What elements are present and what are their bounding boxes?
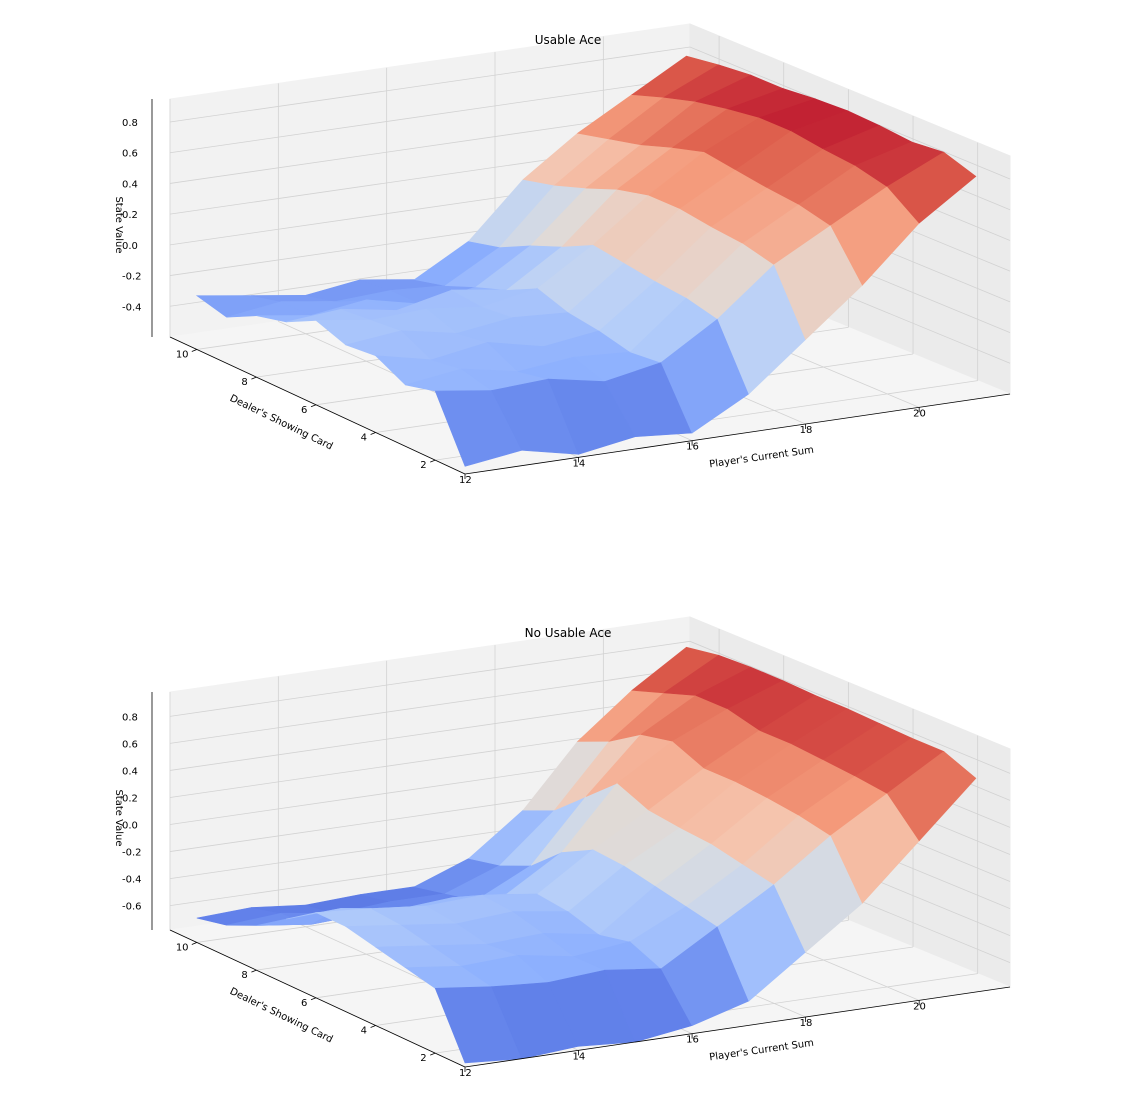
z-tick-label: 0.4 [122, 179, 138, 190]
z-tick-label: -0.2 [122, 272, 142, 283]
y-axis-line [169, 336, 466, 475]
y-tick [310, 997, 317, 1001]
y-tick [310, 404, 317, 408]
z-tick-label: -0.2 [122, 848, 142, 859]
y-tick [251, 969, 257, 973]
surface-patch [886, 151, 977, 224]
y-tick-label: 6 [301, 998, 307, 1009]
z-tick-label: 0.4 [122, 766, 138, 777]
y-tick [430, 1052, 436, 1056]
z-tick-label: 0.6 [122, 739, 138, 750]
chart-title: No Usable Ace [525, 626, 612, 640]
z-tick-label: 0.2 [122, 210, 138, 221]
x-tick-label: 14 [573, 1051, 586, 1062]
x-tick-label: 12 [459, 1068, 472, 1079]
x-tick-label: 16 [686, 442, 699, 453]
y-tick-label: 2 [420, 460, 426, 471]
y-tick-label: 10 [176, 942, 189, 953]
y-tick-label: 4 [361, 1025, 367, 1036]
surface [195, 55, 977, 467]
z-tick-label: -0.6 [122, 902, 142, 913]
y-tick [251, 376, 257, 380]
y-tick-label: 2 [420, 1053, 426, 1064]
z-tick-label: -0.4 [122, 875, 142, 886]
x-tick-label: 18 [800, 1018, 813, 1029]
y-axis-line [169, 929, 466, 1068]
y-tick [370, 432, 376, 435]
z-tick-label: 0.8 [122, 118, 138, 129]
x-tick-label: 20 [913, 1001, 926, 1012]
y-tick-label: 4 [361, 432, 367, 443]
x-tick-label: 18 [800, 425, 813, 436]
z-tick-label: 0.2 [122, 793, 138, 804]
z-tick-label: 0.0 [122, 821, 138, 832]
chart-no-usable-ace: 12 14 16 18 20 2 4 6 8 10 -0.6 -0.4 -0.2 0.0 0.2 0.4 0.6… [113, 616, 1012, 1079]
z-tick-label: -0.4 [122, 302, 142, 313]
y-tick [430, 459, 436, 463]
z-tick-label: 0.0 [122, 241, 138, 252]
surface-patch [886, 751, 977, 842]
x-axis-label: Player's Current Sum [709, 445, 815, 471]
x-axis-label: Player's Current Sum [709, 1038, 815, 1064]
x-tick-label: 14 [573, 458, 586, 469]
chart-title: Usable Ace [535, 33, 602, 47]
x-tick-label: 20 [913, 408, 926, 419]
y-tick-label: 6 [301, 405, 307, 416]
z-axis-label: State Value [113, 196, 124, 253]
y-tick-label: 8 [241, 970, 247, 981]
z-axis-label: State Value [113, 789, 124, 846]
y-tick [191, 942, 197, 945]
y-tick-label: 8 [241, 377, 247, 388]
z-gridline [169, 640, 1011, 774]
z-tick-label: 0.6 [122, 149, 138, 160]
y-tick-label: 10 [176, 349, 189, 360]
surface [196, 646, 977, 1064]
chart-usable-ace: 12 14 16 18 20 2 4 6 8 10 -0.4 -0.2 0.0 0.2 0.4 0.6 0.8 U… [113, 23, 1012, 486]
x-tick-label: 16 [686, 1035, 699, 1046]
z-tick-label: 0.8 [122, 712, 138, 723]
z-gridline [169, 46, 1011, 180]
y-tick [191, 349, 197, 352]
x-tick-label: 12 [459, 475, 472, 486]
y-tick [370, 1025, 376, 1028]
